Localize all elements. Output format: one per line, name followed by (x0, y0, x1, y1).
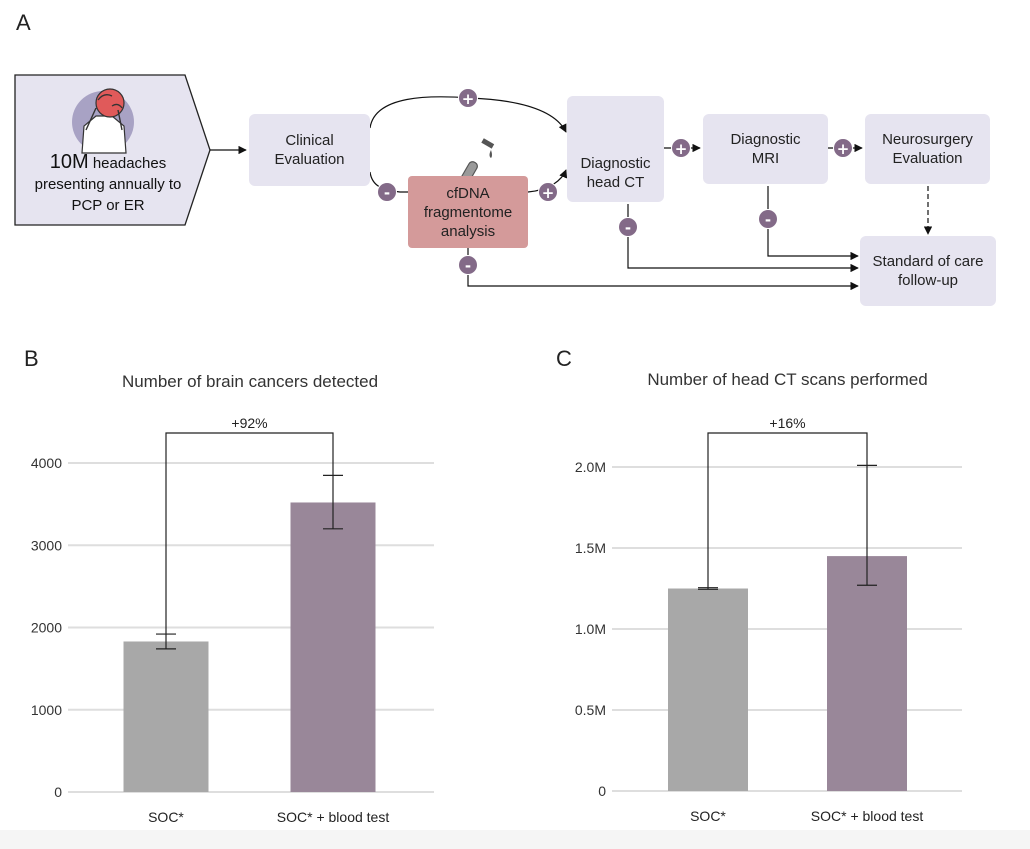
panel-label-c: C (556, 346, 572, 371)
clinical-evaluation-box: Clinical Evaluation (249, 114, 370, 186)
minus-sign-mri: - (758, 209, 778, 229)
chart-b-title: Number of brain cancers detected (121, 372, 379, 391)
arrow-mri-soc (767, 186, 859, 261)
chart-c-ytick-label: 0.5M (575, 702, 606, 718)
start-node-label: 10M headaches presenting annually to PCP… (22, 152, 194, 216)
chart-b-comparison-bracket (165, 432, 334, 635)
footer-band (0, 830, 1030, 849)
chart-b-ytick-label: 0 (54, 784, 62, 800)
chart-b-category-label: SOC* (148, 809, 184, 825)
plus-sign-ct: + (671, 138, 691, 158)
chart-c-ytick-label: 1.0M (575, 621, 606, 637)
chart-b-ytick-label: 2000 (31, 620, 62, 636)
chart-b-brain-cancers: 0 1000 2000 3000 4000 SOC* SOC* + blood test +9… (31, 415, 434, 825)
headache-person-icon (72, 88, 134, 154)
start-line-3: PCP or ER (71, 197, 145, 214)
diagnostic-mri-label: Diagnostic MRI (730, 131, 801, 167)
chart-c-comparison-bracket (707, 432, 868, 588)
cfdna-analysis-box: cfDNA fragmentome analysis (408, 176, 528, 248)
chart-c-title: Number of head CT scans performed (647, 370, 928, 389)
minus-sign-ct: - (618, 217, 638, 237)
minus-sign-cfdna: - (458, 255, 478, 275)
chart-c-bar (827, 556, 907, 791)
plus-sign-mri: + (833, 138, 853, 158)
chart-b-ytick-label: 4000 (31, 455, 62, 471)
minus-sign-clinical: - (377, 182, 397, 202)
cfdna-analysis-label: cfDNA fragmentome analysis (423, 184, 513, 240)
chart-c-category-label: SOC* + blood test (811, 808, 924, 824)
chart-b-ytick-label: 3000 (31, 537, 62, 553)
diagnostic-ct-label: Diagnostic head CT (580, 155, 651, 191)
headache-count-suffix: headaches (88, 155, 167, 172)
chart-c-ytick-label: 1.5M (575, 540, 606, 556)
chart-c-ytick-label: 0 (598, 783, 606, 799)
chart-c-ytick-label: 2.0M (575, 459, 606, 475)
neurosurgery-evaluation-box: Neurosurgery Evaluation (865, 114, 990, 184)
plus-sign-top: + (458, 88, 478, 108)
chart-b-bar (290, 502, 376, 792)
chart-c-bar (668, 588, 748, 791)
chart-b-ytick-label: 1000 (31, 702, 62, 718)
arrow-cfdna-soc (467, 248, 859, 291)
clinical-evaluation-label: Clinical Evaluation (274, 132, 345, 168)
panel-label-a: A (16, 10, 31, 35)
standard-of-care-box: Standard of care follow-up (860, 236, 996, 306)
start-line-2: presenting annually to (34, 176, 182, 193)
chart-c-comparison-label: +16% (769, 415, 805, 431)
neurosurgery-evaluation-label: Neurosurgery Evaluation (882, 131, 973, 167)
chart-c-category-label: SOC* (690, 808, 726, 824)
chart-c-head-ct-scans: 0 0.5M 1.0M 1.5M 2.0M SOC* SOC* + blood test +1… (575, 415, 962, 824)
chart-b-comparison-label: +92% (231, 415, 267, 431)
plus-sign-cfdna: + (538, 182, 558, 202)
diagnostic-mri-box: Diagnostic MRI (703, 114, 828, 184)
diagnostic-ct-box: Diagnostic head CT (567, 96, 664, 202)
arrow-ct-soc (627, 204, 859, 273)
headache-count: 10M (49, 151, 89, 173)
panel-label-b: B (24, 346, 39, 371)
standard-of-care-label: Standard of care follow-up (872, 253, 984, 289)
chart-b-category-label: SOC* + blood test (277, 809, 390, 825)
chart-b-bar (123, 641, 209, 792)
